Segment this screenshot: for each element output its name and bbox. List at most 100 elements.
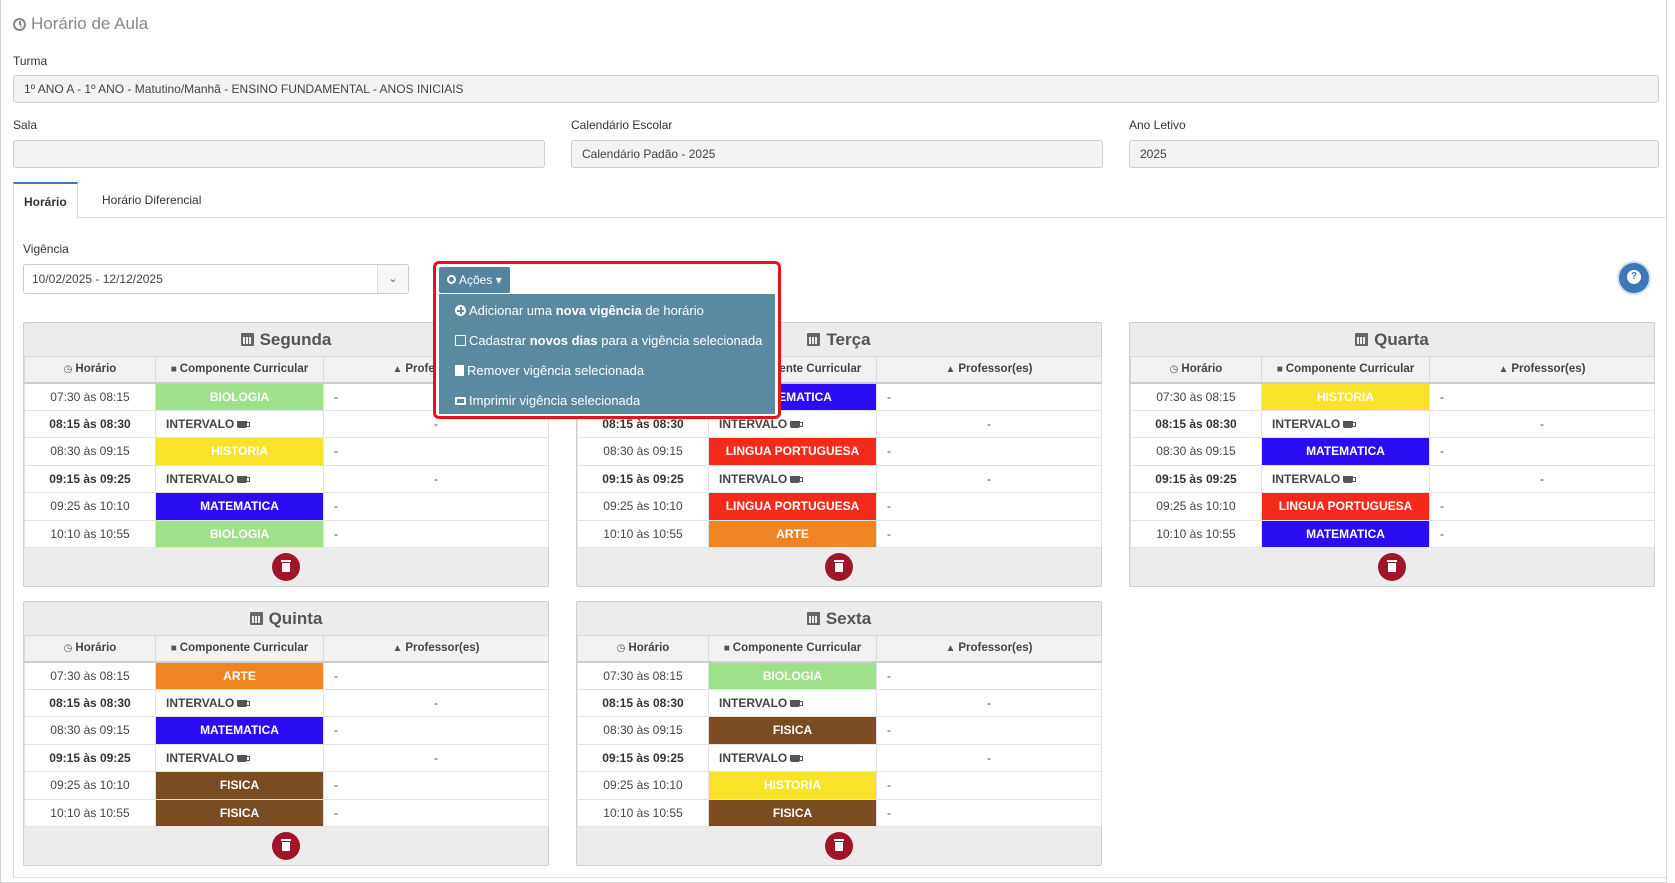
actions-menu-item[interactable]: Adicionar uma nova vigência de horário: [439, 296, 775, 326]
calendar-icon: [249, 612, 263, 625]
subject-cell: BIOLOGIA: [155, 382, 324, 411]
column-header: ■Componente Curricular: [155, 635, 324, 663]
subject-cell: HISTORIA: [708, 771, 877, 800]
plus-circle-icon: [455, 305, 466, 317]
subject-cell: FISICA: [155, 771, 324, 800]
book-icon: ■: [170, 364, 177, 376]
table-row: 07:30 às 08:15 HISTORIA -: [1130, 382, 1655, 411]
delete-day-button[interactable]: [272, 832, 300, 860]
column-header-label: Horário: [1181, 363, 1223, 376]
interval-cell: INTERVALO: [708, 688, 877, 717]
subject-cell: ARTE: [155, 661, 324, 690]
professor-cell: -: [323, 437, 549, 466]
delete-day-button[interactable]: [1378, 553, 1406, 581]
table-row: 09:25 às 10:10 MATEMATICA -: [24, 492, 549, 521]
column-header: ▲Professor(es): [1429, 356, 1655, 384]
column-header: ◷Horário: [577, 635, 709, 663]
professor-cell: -: [323, 661, 549, 690]
calendar-icon: [807, 333, 821, 346]
column-header: ■Componente Curricular: [155, 356, 324, 384]
subject-cell: LINGUA PORTUGUESA: [708, 492, 877, 521]
column-header: ■Componente Curricular: [708, 635, 877, 663]
subject-cell: HISTORIA: [1261, 382, 1430, 411]
interval-cell: INTERVALO: [1261, 409, 1430, 438]
time-cell: 08:30 às 09:15: [24, 716, 156, 745]
interval-label: INTERVALO: [166, 750, 235, 765]
subject-cell: MATEMATICA: [155, 716, 324, 745]
user-icon: ▲: [392, 364, 403, 376]
professor-cell: -: [323, 743, 549, 772]
schedule-table: ◷Horário■Componente Curricular▲Professor…: [577, 635, 1102, 827]
actions-menu-item[interactable]: Cadastrar novos dias para a vigência sel…: [439, 326, 775, 356]
time-cell: 09:15 às 09:25: [24, 743, 156, 772]
table-row: 10:10 às 10:55 ARTE -: [577, 519, 1102, 548]
interval-label: INTERVALO: [719, 471, 788, 486]
table-row: 09:25 às 10:10 FISICA -: [24, 771, 549, 800]
tab-horario[interactable]: Horário: [13, 182, 78, 219]
sala-field[interactable]: [13, 140, 545, 168]
time-cell: 09:15 às 09:25: [577, 743, 709, 772]
calendar-icon: [806, 612, 820, 625]
schedule-table: ◷Horário■Componente Curricular▲Professor…: [1130, 356, 1655, 548]
delete-day-button[interactable]: [825, 832, 853, 860]
subject-cell: HISTORIA: [155, 437, 324, 466]
clock-icon: ◷: [616, 643, 626, 655]
delete-day-button[interactable]: [825, 553, 853, 581]
day-name: Terça: [826, 330, 871, 349]
subject-cell: FISICA: [155, 798, 324, 827]
tab-horario-diferencial[interactable]: Horário Diferencial: [102, 193, 202, 207]
actions-menu-item[interactable]: Remover vigência selecionada: [439, 356, 775, 386]
subject-cell: MATEMATICA: [1261, 437, 1430, 466]
interval-cell: INTERVALO: [708, 464, 877, 493]
column-header: ▲Professor(es): [323, 635, 549, 663]
time-cell: 09:15 às 09:25: [577, 464, 709, 493]
table-row: 09:15 às 09:25 INTERVALO -: [577, 743, 1102, 772]
interval-cell: INTERVALO: [708, 743, 877, 772]
professor-cell: -: [876, 464, 1102, 493]
professor-cell: -: [876, 519, 1102, 548]
clock-icon: ◷: [63, 364, 73, 376]
table-row: 09:15 às 09:25 INTERVALO -: [577, 464, 1102, 493]
chevron-down-icon[interactable]: ⌄: [377, 265, 408, 293]
interval-label: INTERVALO: [719, 416, 788, 431]
table-row: 08:30 às 09:15 FISICA -: [577, 716, 1102, 745]
schedule-table: ◷Horário■Componente Curricular▲Professor…: [24, 635, 549, 827]
subject-cell: BIOLOGIA: [155, 519, 324, 548]
actions-button-label: Ações: [459, 273, 493, 287]
time-cell: 10:10 às 10:55: [577, 798, 709, 827]
column-header-label: Componente Curricular: [179, 363, 309, 376]
day-footer: [1130, 548, 1654, 586]
book-icon: ■: [170, 643, 177, 655]
coffee-icon: [237, 700, 251, 708]
question-icon: ?: [1627, 270, 1641, 285]
day-name: Quarta: [1374, 330, 1429, 349]
delete-day-button[interactable]: [272, 553, 300, 581]
professor-cell: -: [323, 464, 549, 493]
subject-cell: MATEMATICA: [155, 492, 324, 521]
calendario-field[interactable]: Calendário Padão - 2025: [571, 140, 1103, 168]
turma-field[interactable]: 1º ANO A - 1º ANO - Matutino/Manhã - ENS…: [13, 75, 1659, 103]
column-header-label: Professor(es): [405, 642, 480, 655]
ano-letivo-field[interactable]: 2025: [1129, 140, 1659, 168]
professor-cell: -: [323, 492, 549, 521]
subject-cell: FISICA: [708, 798, 877, 827]
column-header-label: Componente Curricular: [179, 642, 309, 655]
actions-button[interactable]: Ações ▾: [439, 267, 510, 293]
professor-cell: -: [876, 409, 1102, 438]
subject-cell: MATEMATICA: [1261, 519, 1430, 548]
time-cell: 10:10 às 10:55: [1130, 519, 1262, 548]
actions-menu: Adicionar uma nova vigência de horário Ca…: [439, 294, 775, 414]
table-row: 07:30 às 08:15 ARTE -: [24, 661, 549, 690]
column-header: ▲Professor(es): [876, 356, 1102, 384]
column-header-label: Horário: [628, 642, 670, 655]
vigencia-select[interactable]: 10/02/2025 - 12/12/2025 ⌄: [23, 264, 409, 294]
subject-cell: LINGUA PORTUGUESA: [708, 437, 877, 466]
table-row: 08:15 às 08:30 INTERVALO -: [24, 688, 549, 717]
edit-icon: [455, 335, 466, 347]
professor-cell: -: [876, 661, 1102, 690]
actions-menu-item[interactable]: Imprimir vigência selecionada: [439, 386, 775, 416]
professor-cell: -: [1429, 519, 1655, 548]
time-cell: 08:30 às 09:15: [577, 716, 709, 745]
table-row: 08:30 às 09:15 HISTORIA -: [24, 437, 549, 466]
help-button[interactable]: ?: [1619, 263, 1649, 293]
